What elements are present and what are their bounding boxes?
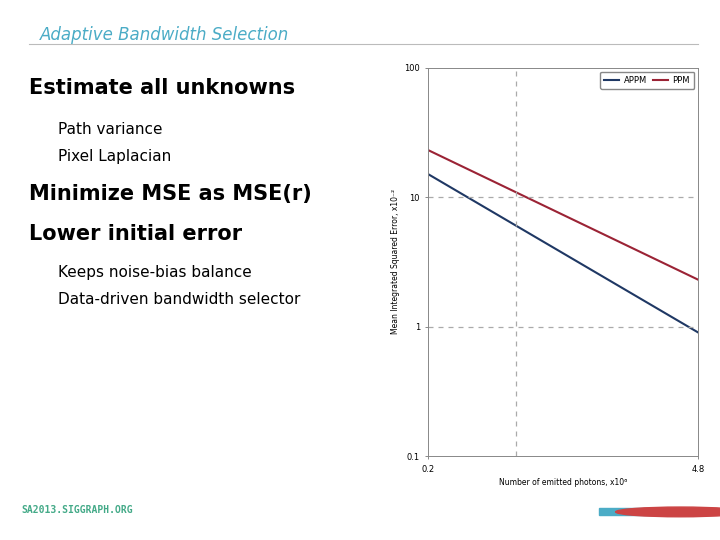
Text: Keeps noise-bias balance: Keeps noise-bias balance xyxy=(58,265,251,280)
PPM xyxy=(619,240,628,247)
PPM xyxy=(424,147,433,153)
Text: Path variance: Path variance xyxy=(58,122,162,137)
Text: Pixel Laplacian: Pixel Laplacian xyxy=(58,148,171,164)
PPM xyxy=(694,276,703,283)
Text: Estimate all unknowns: Estimate all unknowns xyxy=(29,78,295,98)
Text: Lower initial error: Lower initial error xyxy=(29,224,242,244)
Text: SPONSORED BY: SPONSORED BY xyxy=(533,505,618,515)
Y-axis label: Mean Integrated Squared Error, x10⁻²: Mean Integrated Squared Error, x10⁻² xyxy=(391,190,400,334)
APPM xyxy=(531,234,539,240)
APPM xyxy=(594,271,603,277)
Text: SA2013.SIGGRAPH.ORG: SA2013.SIGGRAPH.ORG xyxy=(22,505,133,515)
APPM xyxy=(621,286,629,293)
PPM xyxy=(594,228,603,235)
Circle shape xyxy=(616,507,720,517)
Text: 23: 23 xyxy=(693,524,709,537)
APPM xyxy=(619,285,628,292)
PPM xyxy=(512,189,521,195)
Legend: APPM, PPM: APPM, PPM xyxy=(600,72,694,89)
Text: Adaptive Bandwidth Selection: Adaptive Bandwidth Selection xyxy=(40,26,289,44)
APPM xyxy=(424,171,433,178)
PPM xyxy=(456,163,465,169)
Line: APPM: APPM xyxy=(428,174,698,333)
X-axis label: Number of emitted photons, x10⁶: Number of emitted photons, x10⁶ xyxy=(499,478,628,487)
PPM xyxy=(621,241,629,248)
Text: Minimize MSE as MSE(r): Minimize MSE as MSE(r) xyxy=(29,184,312,204)
APPM xyxy=(694,329,703,336)
PPM xyxy=(531,198,539,205)
APPM xyxy=(456,190,465,197)
APPM xyxy=(512,222,521,229)
Line: PPM: PPM xyxy=(428,150,698,280)
Text: Data-driven bandwidth selector: Data-driven bandwidth selector xyxy=(58,292,300,307)
